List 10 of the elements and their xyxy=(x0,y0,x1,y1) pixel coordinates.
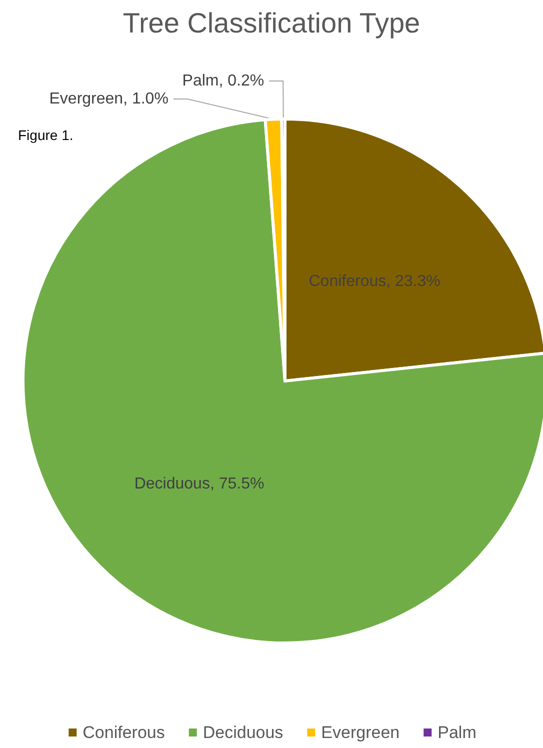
data-label: Evergreen, 1.0% xyxy=(49,90,168,108)
caption: Figure 1. xyxy=(18,127,74,143)
legend-label: Palm xyxy=(438,723,476,742)
legend-label: Coniferous xyxy=(82,723,165,742)
data-label: Deciduous, 75.5% xyxy=(134,475,264,492)
data-label: Coniferous, 23.3% xyxy=(308,272,440,290)
data-label: Palm, 0.2% xyxy=(182,72,264,90)
legend-label: Deciduous xyxy=(202,723,284,742)
chart-title: Tree Classification Type xyxy=(122,8,420,38)
legend-label: Evergreen xyxy=(321,723,400,742)
